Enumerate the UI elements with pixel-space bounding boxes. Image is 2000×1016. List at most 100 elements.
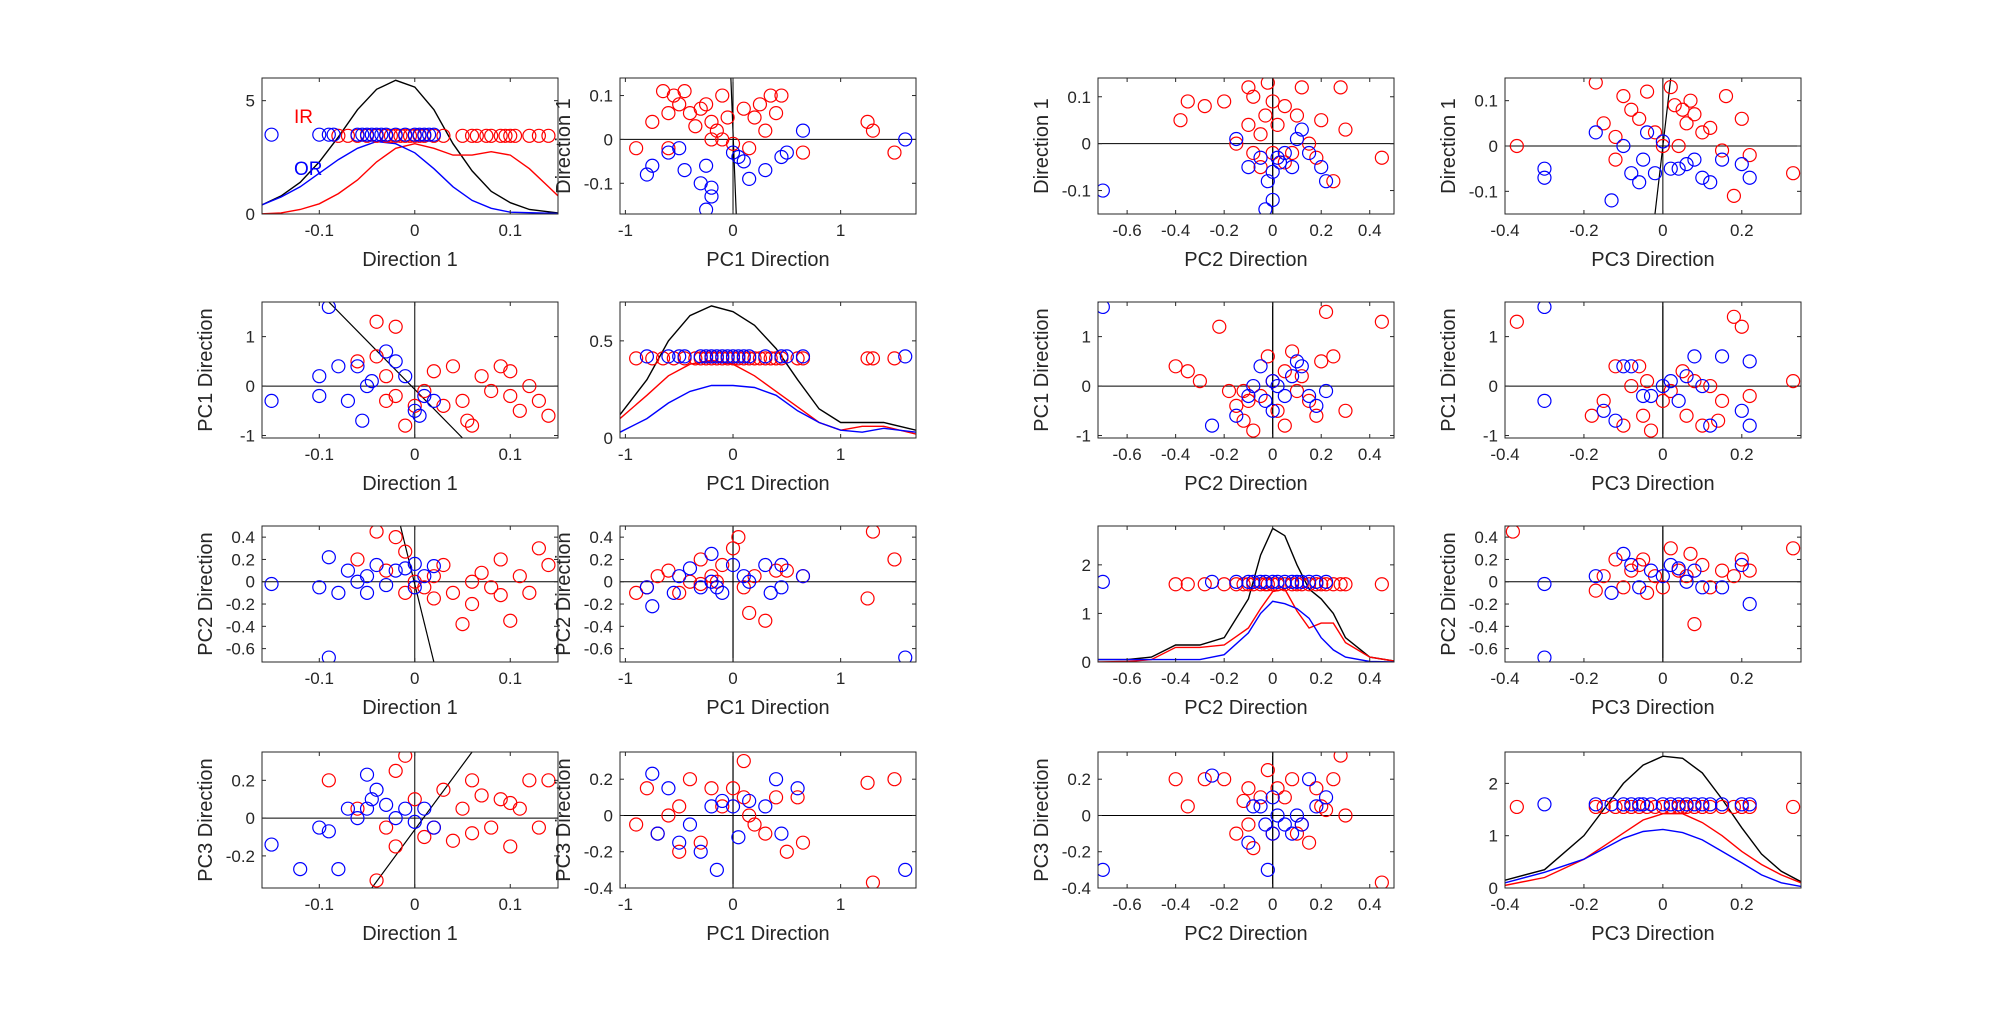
axes-box (1097, 301, 1395, 439)
ir-point (779, 563, 794, 578)
or-point (312, 580, 327, 595)
or-point (340, 393, 356, 409)
or-point (1301, 388, 1317, 404)
ir-point (455, 128, 470, 143)
or-point (359, 378, 375, 394)
ir-point (1703, 120, 1718, 135)
or-point (742, 349, 757, 364)
x-tick-label: 0 (410, 221, 419, 240)
or-point (898, 132, 913, 147)
ir-point (1675, 364, 1690, 379)
ir-point (1616, 580, 1631, 595)
ir-point (1639, 84, 1655, 99)
or-point (1695, 797, 1710, 812)
ir-point (484, 580, 499, 595)
x-tick-label: -0.6 (1112, 221, 1141, 240)
or-point (1246, 574, 1261, 589)
or-point (645, 158, 660, 173)
ir-point (1786, 799, 1801, 815)
ir-point (1318, 304, 1334, 319)
or-point (725, 799, 741, 814)
or-point (1671, 561, 1686, 576)
x-tick-label: -0.4 (1161, 895, 1190, 914)
y-tick-label: -1 (1483, 427, 1498, 446)
x-tick-label: 0 (1658, 895, 1667, 914)
or-point (1624, 359, 1639, 374)
plot-area (1098, 78, 1394, 214)
or-point (369, 782, 384, 797)
ir-point (1714, 143, 1730, 158)
ir-point (522, 773, 537, 788)
or-point (1663, 374, 1678, 389)
or-point (350, 359, 365, 374)
or-point (407, 556, 422, 572)
ir-point (1168, 772, 1183, 787)
ir-point (1309, 408, 1324, 423)
or-point (379, 797, 394, 812)
or-point (412, 408, 427, 423)
ir-point (715, 557, 730, 573)
x-tick-label: 0.2 (1309, 895, 1333, 914)
y-axis-label: PC1 Direction (1438, 308, 1460, 431)
ir-point (417, 383, 432, 399)
x-tick-label: 0.1 (498, 221, 522, 240)
ir-point (1192, 374, 1208, 389)
ir-point (763, 88, 778, 103)
y-tick-label: -0.4 (226, 617, 255, 636)
or-point (1265, 826, 1280, 841)
or-point (1260, 174, 1275, 189)
kde-line-ir (1505, 813, 1801, 887)
or-point (1272, 155, 1288, 170)
ir-point (887, 772, 902, 787)
or-point (731, 149, 746, 165)
x-tick-label: -0.1 (305, 669, 334, 688)
ir-point (531, 820, 547, 835)
y-tick-label: 0 (604, 130, 613, 149)
ir-point (1338, 122, 1353, 137)
or-point (312, 369, 327, 384)
y-tick-label: 0 (1082, 377, 1091, 396)
ir-point (725, 541, 741, 556)
ir-point (1338, 577, 1353, 592)
x-tick-label: -0.6 (1112, 669, 1141, 688)
or-point (1270, 378, 1285, 394)
or-point (326, 127, 341, 142)
or-point (1098, 574, 1110, 589)
ir-point (860, 351, 875, 366)
or-point (1258, 574, 1273, 589)
y-tick-label: 0 (604, 429, 613, 448)
ir-point (1663, 383, 1678, 399)
ir-point (379, 369, 394, 384)
or-point (1687, 152, 1702, 167)
or-point (388, 127, 403, 142)
ir-point (493, 792, 508, 807)
ir-point (1284, 772, 1300, 787)
plot-area (620, 78, 916, 214)
or-point (407, 814, 422, 829)
ir-point (379, 393, 394, 409)
ir-point (398, 585, 413, 600)
or-point (1671, 797, 1686, 812)
x-tick-label: -0.4 (1161, 221, 1190, 240)
y-tick-label: -0.2 (226, 847, 255, 866)
ir-point (1294, 80, 1309, 95)
ir-point (1236, 793, 1251, 809)
y-tick-label: -0.2 (226, 595, 255, 614)
ir-point (445, 585, 461, 600)
ir-point (1639, 799, 1655, 815)
or-point (1294, 359, 1309, 374)
or-point (1277, 817, 1292, 832)
or-point (1663, 797, 1678, 812)
or-point (1294, 817, 1309, 832)
ir-point (503, 613, 518, 628)
or-point (1294, 122, 1309, 137)
y-tick-label: 0.2 (1474, 550, 1498, 569)
ir-point (747, 110, 762, 125)
axes-box (1504, 525, 1802, 663)
ir-point (464, 773, 480, 788)
or-point (355, 127, 370, 142)
ir-point (1326, 349, 1341, 364)
ir-point (1197, 577, 1212, 592)
ir-point (522, 378, 537, 394)
plot-area (1505, 526, 1801, 662)
